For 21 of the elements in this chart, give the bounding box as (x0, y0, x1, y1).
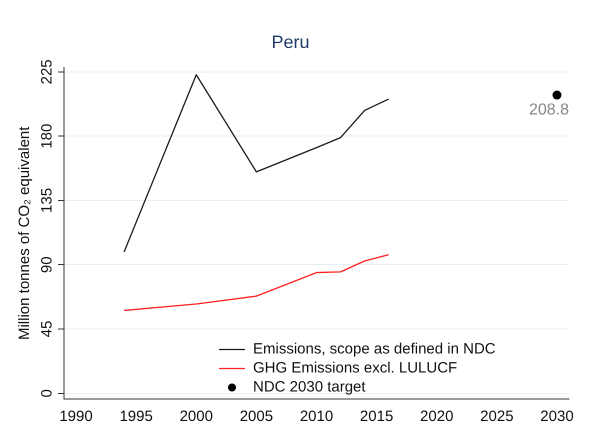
y-tick-label: 180 (38, 124, 56, 149)
x-tick-label: 2000 (180, 408, 213, 426)
y-tick-label: 90 (38, 256, 56, 274)
x-tick-label: 1990 (59, 408, 93, 426)
chart-title: Peru (271, 32, 310, 52)
data-label: 208.8 (528, 101, 570, 118)
y-axis-title: Million tonnes of CO₂ equivalent (16, 126, 34, 340)
x-tick-label: 2025 (480, 408, 514, 426)
legend-label: NDC 2030 target (253, 378, 366, 396)
x-tick-label: 2020 (420, 408, 454, 426)
legend-label: Emissions, scope as defined in NDC (253, 340, 496, 358)
y-tick-label: 0 (38, 389, 56, 398)
x-tick-label: 2015 (360, 408, 394, 426)
x-tick-label: 2030 (540, 408, 574, 426)
y-tick-label: 45 (38, 320, 56, 338)
y-tick-label: 225 (38, 59, 56, 84)
x-tick-label: 1995 (119, 408, 153, 426)
y-tick-label: 135 (38, 188, 56, 213)
x-tick-label: 2005 (240, 408, 274, 426)
x-tick-label: 2010 (300, 408, 334, 426)
legend-label: GHG Emissions excl. LULUCF (253, 360, 458, 377)
